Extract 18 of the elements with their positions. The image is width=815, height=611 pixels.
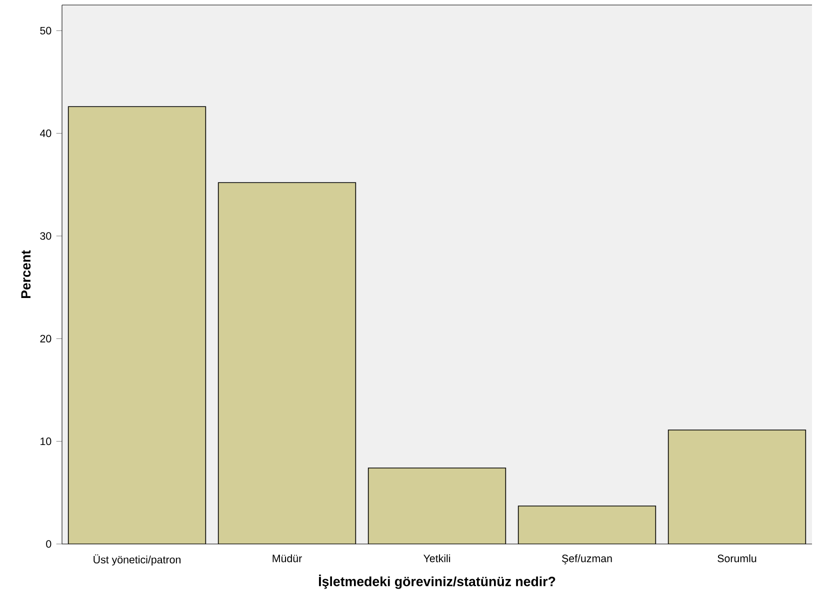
x-tick-label: Sorumlu: [718, 554, 756, 562]
bar: [218, 182, 356, 544]
y-tick-label: 0: [46, 540, 52, 548]
x-tick-label: Şef/uzman: [562, 554, 612, 564]
x-axis-title: İşletmedeki göreviniz/statünüz nedir?: [318, 574, 556, 589]
y-axis-title: Percent: [21, 250, 31, 298]
y-tick-label: 10: [40, 438, 52, 446]
bar: [368, 468, 506, 544]
bar: [668, 430, 806, 544]
x-tick-label: Müdür: [272, 554, 302, 562]
y-tick-label: 50: [40, 26, 52, 34]
y-tick-label: 30: [40, 232, 52, 240]
bar: [518, 506, 656, 544]
x-tick-label: Yetkili: [423, 554, 450, 562]
y-tick-label: 40: [40, 130, 52, 138]
x-tick-label: Üst yönetici/patron: [94, 554, 180, 566]
bar: [68, 106, 206, 544]
y-tick-label: 20: [40, 334, 52, 342]
